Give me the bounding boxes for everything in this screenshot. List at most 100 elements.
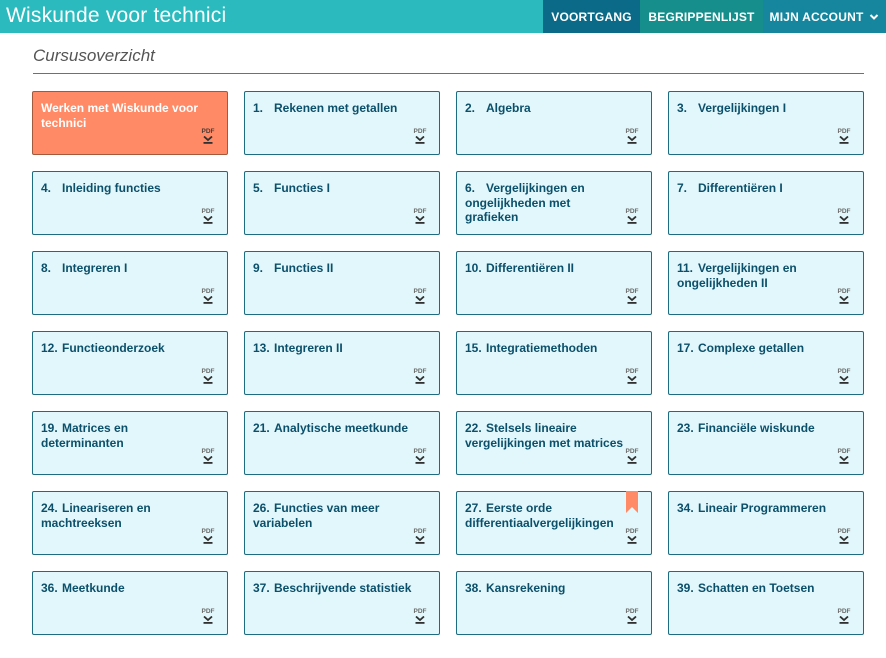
pdf-download-button[interactable]: PDF bbox=[412, 128, 428, 144]
chapter-card[interactable]: 34. Lineair Programmeren PDF bbox=[668, 491, 864, 555]
chapter-number: 7. bbox=[677, 181, 688, 195]
pdf-label: PDF bbox=[625, 368, 639, 375]
pdf-download-button[interactable]: PDF bbox=[200, 368, 216, 384]
pdf-download-button[interactable]: PDF bbox=[836, 448, 852, 464]
chapter-label: 7. Differentiëren I bbox=[677, 181, 839, 196]
pdf-download-button[interactable]: PDF bbox=[624, 528, 640, 544]
chapter-card[interactable]: 36. Meetkunde PDF bbox=[32, 571, 228, 635]
chapter-card[interactable]: 13. Integreren II PDF bbox=[244, 331, 440, 395]
pdf-download-button[interactable]: PDF bbox=[200, 208, 216, 224]
pdf-download-button[interactable]: PDF bbox=[836, 608, 852, 624]
pdf-label: PDF bbox=[625, 128, 639, 135]
chapter-label: 24. Lineariseren en machtreeksen bbox=[41, 501, 203, 530]
chapter-card[interactable]: 38. Kansrekening PDF bbox=[456, 571, 652, 635]
top-bar: Wiskunde voor technici VOORTGANG BEGRIPP… bbox=[0, 0, 886, 33]
chapter-card[interactable]: 6. Vergelijkingen en ongelijkheden met gr… bbox=[456, 171, 652, 235]
chapter-card[interactable]: 8. Integreren I PDF bbox=[32, 251, 228, 315]
nav-begrippenlijst[interactable]: BEGRIPPENLIJST bbox=[640, 0, 763, 33]
chapter-label: 2. Algebra bbox=[465, 101, 627, 116]
chapter-number: 19. bbox=[41, 421, 58, 435]
chapter-card[interactable]: 4. Inleiding functies PDF bbox=[32, 171, 228, 235]
chapter-label: 39. Schatten en Toetsen bbox=[677, 581, 839, 596]
chapter-label: 11. Vergelijkingen en ongelijkheden II bbox=[677, 261, 839, 290]
pdf-label: PDF bbox=[625, 208, 639, 215]
chapter-title: Kansrekening bbox=[486, 581, 566, 595]
chapter-label: 9. Functies II bbox=[253, 261, 415, 276]
chapter-card[interactable]: 19. Matrices en determinanten PDF bbox=[32, 411, 228, 475]
pdf-download-button[interactable]: PDF bbox=[836, 208, 852, 224]
chapter-card[interactable]: 9. Functies II PDF bbox=[244, 251, 440, 315]
download-icon bbox=[627, 456, 637, 464]
download-icon bbox=[415, 536, 425, 544]
chapter-card[interactable]: 17. Complexe getallen PDF bbox=[668, 331, 864, 395]
pdf-download-button[interactable]: PDF bbox=[200, 528, 216, 544]
pdf-download-button[interactable]: PDF bbox=[412, 208, 428, 224]
chapter-title: Complexe getallen bbox=[698, 341, 805, 355]
pdf-label: PDF bbox=[201, 288, 215, 295]
chapter-title: Beschrijvende statistiek bbox=[274, 581, 412, 595]
chapter-card[interactable]: 26. Functies van meer variabelen PDF bbox=[244, 491, 440, 555]
chapter-card[interactable]: 5. Functies I PDF bbox=[244, 171, 440, 235]
chapter-card[interactable]: 12. Functieonderzoek PDF bbox=[32, 331, 228, 395]
chapter-number: 2. bbox=[465, 101, 476, 115]
chapter-title: Analytische meetkunde bbox=[274, 421, 409, 435]
pdf-download-button[interactable]: PDF bbox=[624, 608, 640, 624]
pdf-download-button[interactable]: PDF bbox=[624, 288, 640, 304]
chapter-card[interactable]: 2. Algebra PDF bbox=[456, 91, 652, 155]
chapter-card[interactable]: 22. Stelsels lineaire vergelijkingen met … bbox=[456, 411, 652, 475]
pdf-download-button[interactable]: PDF bbox=[412, 288, 428, 304]
pdf-download-button[interactable]: PDF bbox=[836, 368, 852, 384]
chapter-number: 36. bbox=[41, 581, 58, 595]
pdf-download-button[interactable]: PDF bbox=[412, 528, 428, 544]
chapter-number: 11. bbox=[677, 261, 694, 275]
chapter-label: 26. Functies van meer variabelen bbox=[253, 501, 415, 530]
pdf-download-button[interactable]: PDF bbox=[200, 448, 216, 464]
pdf-label: PDF bbox=[413, 448, 427, 455]
pdf-download-button[interactable]: PDF bbox=[624, 208, 640, 224]
chapter-title: Matrices en determinanten bbox=[41, 421, 129, 450]
pdf-download-button[interactable]: PDF bbox=[836, 288, 852, 304]
pdf-label: PDF bbox=[837, 288, 851, 295]
pdf-download-button[interactable]: PDF bbox=[836, 128, 852, 144]
chapter-number: 21. bbox=[253, 421, 270, 435]
chapter-card[interactable]: 24. Lineariseren en machtreeksen PDF bbox=[32, 491, 228, 555]
chapter-number: 34. bbox=[677, 501, 694, 515]
pdf-label: PDF bbox=[837, 208, 851, 215]
pdf-download-button[interactable]: PDF bbox=[200, 608, 216, 624]
pdf-download-button[interactable]: PDF bbox=[412, 608, 428, 624]
chapter-card[interactable]: 11. Vergelijkingen en ongelijkheden II PDF bbox=[668, 251, 864, 315]
download-icon bbox=[203, 616, 213, 624]
pdf-download-button[interactable]: PDF bbox=[624, 368, 640, 384]
chapter-title: Financiële wiskunde bbox=[698, 421, 815, 435]
chapter-card[interactable]: 10. Differentiëren II PDF bbox=[456, 251, 652, 315]
bookmark-icon bbox=[626, 491, 638, 513]
pdf-download-button[interactable]: PDF bbox=[412, 448, 428, 464]
chapter-card[interactable]: 3. Vergelijkingen I PDF bbox=[668, 91, 864, 155]
chapter-card[interactable]: 1. Rekenen met getallen PDF bbox=[244, 91, 440, 155]
chapter-card[interactable]: 21. Analytische meetkunde PDF bbox=[244, 411, 440, 475]
chapter-card[interactable]: 15. Integratiemethoden PDF bbox=[456, 331, 652, 395]
chapter-title: Meetkunde bbox=[62, 581, 125, 595]
chapter-number: 12. bbox=[41, 341, 58, 355]
chapter-title: Vergelijkingen I bbox=[698, 101, 787, 115]
pdf-download-button[interactable]: PDF bbox=[200, 288, 216, 304]
pdf-download-button[interactable]: PDF bbox=[836, 528, 852, 544]
chapter-card[interactable]: 39. Schatten en Toetsen PDF bbox=[668, 571, 864, 635]
chapter-number: 9. bbox=[253, 261, 264, 275]
chapter-card[interactable]: 27. Eerste orde differentiaalvergelijking… bbox=[456, 491, 652, 555]
pdf-download-button[interactable]: PDF bbox=[412, 368, 428, 384]
chapter-number: 27. bbox=[465, 501, 482, 515]
pdf-label: PDF bbox=[201, 448, 215, 455]
chapter-card[interactable]: 23. Financiële wiskunde PDF bbox=[668, 411, 864, 475]
chapter-label: 19. Matrices en determinanten bbox=[41, 421, 203, 450]
pdf-download-button[interactable]: PDF bbox=[624, 448, 640, 464]
nav-voortgang[interactable]: VOORTGANG bbox=[543, 0, 640, 33]
chapter-card[interactable]: 7. Differentiëren I PDF bbox=[668, 171, 864, 235]
chapter-card[interactable]: Werken met Wiskunde voor technici PDF bbox=[32, 91, 228, 155]
chapter-number: 13. bbox=[253, 341, 270, 355]
chapter-card[interactable]: 37. Beschrijvende statistiek PDF bbox=[244, 571, 440, 635]
chapter-title: Integreren II bbox=[274, 341, 343, 355]
pdf-download-button[interactable]: PDF bbox=[200, 128, 216, 144]
pdf-download-button[interactable]: PDF bbox=[624, 128, 640, 144]
nav-mijn-account[interactable]: MIJN ACCOUNT bbox=[763, 0, 886, 33]
